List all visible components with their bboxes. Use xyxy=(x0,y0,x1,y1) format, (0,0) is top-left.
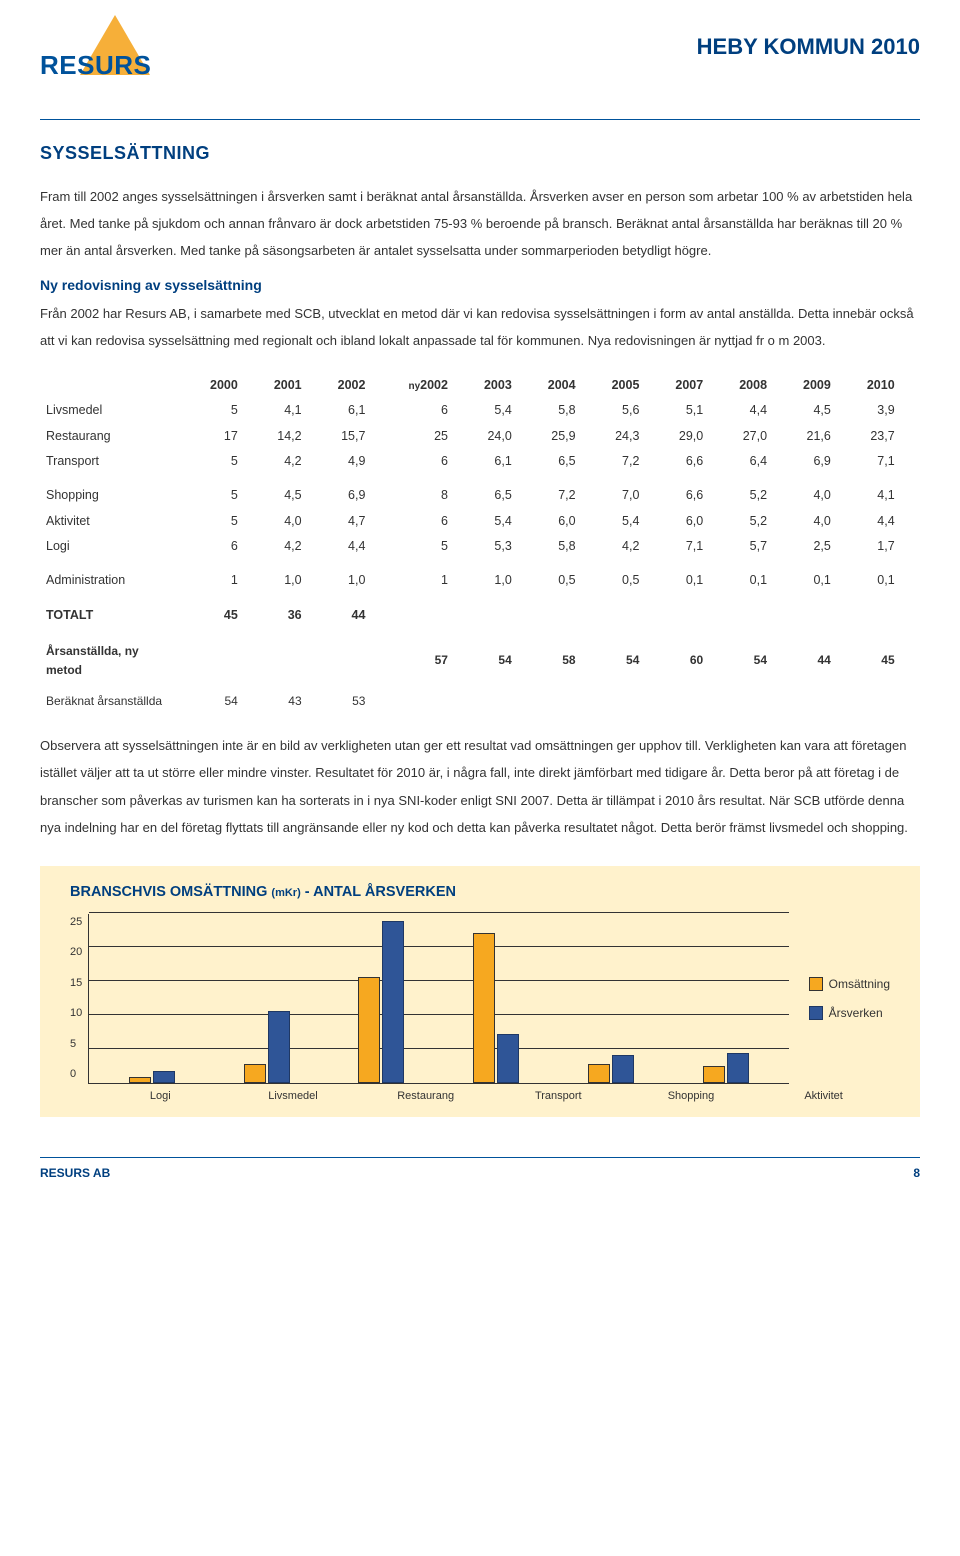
table-row: Aktivitet54,04,765,46,05,46,05,24,04,4 xyxy=(40,509,920,534)
y-tick-label: 5 xyxy=(70,1036,82,1053)
legend-swatch-icon xyxy=(809,977,823,991)
bar-arsverken xyxy=(382,921,404,1082)
x-tick-label: Aktivitet xyxy=(789,1088,859,1105)
table-row: Livsmedel54,16,165,45,85,65,14,44,53,9 xyxy=(40,398,920,423)
footer-left: RESURS AB xyxy=(40,1164,110,1183)
chart-title-unit: (mKr) xyxy=(271,887,300,899)
document-title: HEBY KOMMUN 2010 xyxy=(697,30,920,64)
bar-arsverken xyxy=(727,1053,749,1083)
table-row: Shopping54,56,986,57,27,06,65,24,04,1 xyxy=(40,474,920,508)
chart-title-tail: - ANTAL ÅRSVERKEN xyxy=(305,884,456,900)
legend-item-arsverken: Årsverken xyxy=(809,1004,890,1023)
logo-text: RESURS xyxy=(40,45,151,85)
chart-x-axis: Logi Livsmedel Restaurang Transport Shopping… xyxy=(70,1088,890,1105)
section-heading: SYSSELSÄTTNING xyxy=(40,140,920,168)
bar-group xyxy=(691,1053,761,1083)
bar-group xyxy=(576,1055,646,1083)
page-header: RESURS HEBY KOMMUN 2010 xyxy=(40,20,920,120)
table-row: Årsanställda, ny metod5754585460544445 xyxy=(40,628,920,682)
chart-legend: Omsättning Årsverken xyxy=(809,914,890,1084)
table-header: 2009 xyxy=(773,373,837,398)
table-header: 2002 xyxy=(308,373,372,398)
paragraph-2-body: Från 2002 har Resurs AB, i samarbete med… xyxy=(40,306,914,348)
table-row: Administration11,01,011,00,50,50,10,10,1… xyxy=(40,559,920,593)
gridline xyxy=(89,912,788,913)
bar-arsverken xyxy=(612,1055,634,1083)
table-header: 2003 xyxy=(454,373,518,398)
legend-label: Omsättning xyxy=(829,975,890,994)
chart-plot-area xyxy=(88,914,788,1084)
footer-page-number: 8 xyxy=(913,1164,920,1183)
x-tick-label: Livsmedel xyxy=(258,1088,328,1105)
logo: RESURS xyxy=(40,20,190,100)
bar-omsattning xyxy=(358,977,380,1082)
x-tick-label: Logi xyxy=(125,1088,195,1105)
bar-arsverken xyxy=(268,1011,290,1082)
y-tick-label: 0 xyxy=(70,1066,82,1083)
chart-title-main: BRANSCHVIS OMSÄTTNING xyxy=(70,884,267,900)
bar-arsverken xyxy=(497,1034,519,1082)
bar-omsattning xyxy=(588,1064,610,1083)
bar-group xyxy=(346,921,416,1082)
bar-arsverken xyxy=(153,1071,175,1083)
legend-item-omsattning: Omsättning xyxy=(809,975,890,994)
employment-table: 200020012002ny20022003200420052007200820… xyxy=(40,373,920,714)
chart-y-axis: 0 5 10 15 20 25 xyxy=(70,914,88,1084)
gridline xyxy=(89,946,788,947)
x-tick-label: Restaurang xyxy=(391,1088,461,1105)
bar-group xyxy=(461,933,531,1083)
bar-group xyxy=(232,1011,302,1082)
paragraph-2: Ny redovisning av sysselsättning Från 20… xyxy=(40,271,920,355)
gridline xyxy=(89,1014,788,1015)
table-header: 2010 xyxy=(837,373,901,398)
bar-omsattning xyxy=(703,1066,725,1083)
bar-group xyxy=(117,1071,187,1083)
page-footer: RESURS AB 8 xyxy=(40,1157,920,1183)
x-tick-label: Shopping xyxy=(656,1088,726,1105)
chart-title: BRANSCHVIS OMSÄTTNING (mKr) - ANTAL ÅRSV… xyxy=(70,881,890,903)
bar-omsattning xyxy=(473,933,495,1083)
y-tick-label: 15 xyxy=(70,975,82,992)
table-row: Logi64,24,455,35,84,27,15,72,51,7 xyxy=(40,534,920,559)
table-row: Transport54,24,966,16,57,26,66,46,97,1 xyxy=(40,449,920,474)
y-tick-label: 25 xyxy=(70,914,82,931)
bar-omsattning xyxy=(129,1077,151,1082)
bar-omsattning xyxy=(244,1064,266,1083)
table-header: 2000 xyxy=(180,373,244,398)
paragraph-1: Fram till 2002 anges sysselsättningen i … xyxy=(40,183,920,265)
y-tick-label: 20 xyxy=(70,944,82,961)
table-header: 2004 xyxy=(518,373,582,398)
legend-label: Årsverken xyxy=(829,1004,883,1023)
table-row: Restaurang1714,215,72524,025,924,329,027… xyxy=(40,424,920,449)
paragraph-3: Observera att sysselsättningen inte är e… xyxy=(40,732,920,841)
table-row: TOTALT453644 xyxy=(40,594,920,628)
chart-container: BRANSCHVIS OMSÄTTNING (mKr) - ANTAL ÅRSV… xyxy=(40,866,920,1117)
x-tick-label: Transport xyxy=(523,1088,593,1105)
table-header: 2001 xyxy=(244,373,308,398)
y-tick-label: 10 xyxy=(70,1005,82,1022)
table-row: Beräknat årsanställda544353 xyxy=(40,682,920,714)
gridline xyxy=(89,1048,788,1049)
table-header: 2005 xyxy=(582,373,646,398)
table-header: ny2002 xyxy=(371,373,454,398)
subheading: Ny redovisning av sysselsättning xyxy=(40,277,262,293)
legend-swatch-icon xyxy=(809,1006,823,1020)
table-header: 2007 xyxy=(645,373,709,398)
gridline xyxy=(89,980,788,981)
table-header: 2008 xyxy=(709,373,773,398)
